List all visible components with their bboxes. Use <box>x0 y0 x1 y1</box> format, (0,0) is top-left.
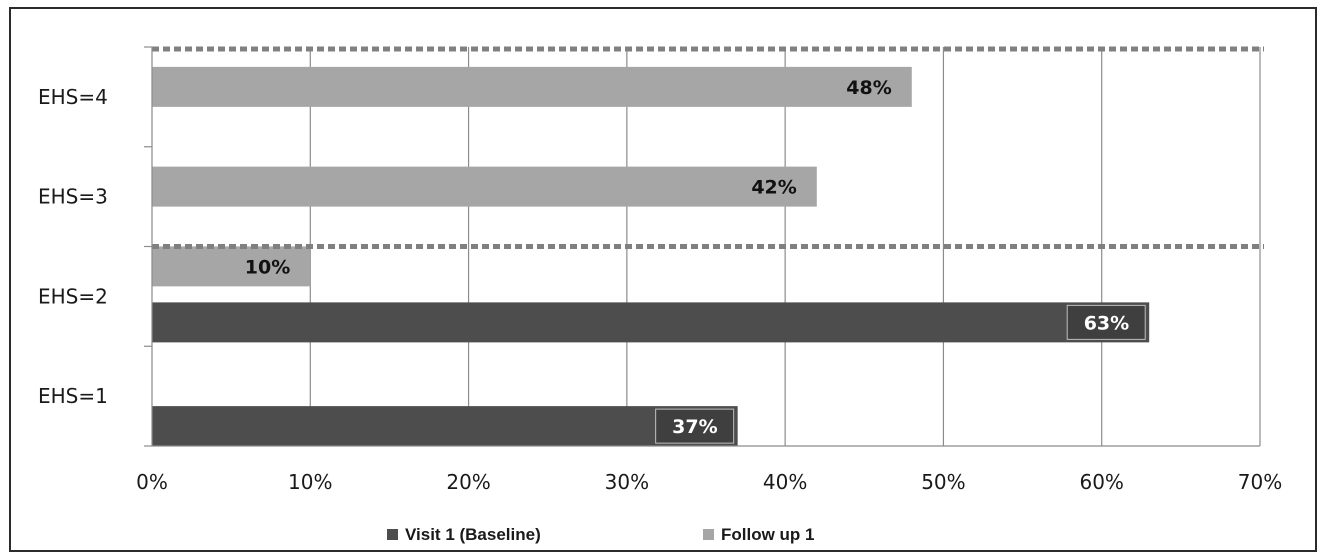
bar <box>152 302 1150 343</box>
x-tick-label: 20% <box>446 470 490 494</box>
category-label: EHS=3 <box>38 185 108 209</box>
data-label: 48% <box>846 77 891 99</box>
bars: 37% 63% 10% 42% 48% <box>152 66 1150 447</box>
data-label: 10% <box>245 256 290 278</box>
legend-swatch <box>703 529 714 540</box>
data-label-box <box>1066 304 1146 340</box>
bar <box>152 406 738 447</box>
legend-swatch <box>387 529 398 540</box>
data-label: 37% <box>672 416 717 438</box>
bar <box>152 166 817 207</box>
x-tick-label: 60% <box>1079 470 1123 494</box>
category-label: EHS=2 <box>38 284 108 308</box>
x-tick-label: 10% <box>288 470 332 494</box>
data-label: 42% <box>751 177 796 199</box>
axes: 0% 10% 20% 30% 40% 50% 60% 70% EHS=1 EHS=2 EHS=3 EH… <box>38 46 1282 494</box>
legend: Visit 1 (Baseline) Follow up 1 <box>387 525 815 544</box>
bar <box>152 66 912 107</box>
x-tick-label: 50% <box>921 470 965 494</box>
x-tick-label: 30% <box>605 470 649 494</box>
legend-label: Visit 1 (Baseline) <box>405 525 541 544</box>
data-label: 63% <box>1084 312 1129 334</box>
data-label-box <box>655 408 735 444</box>
x-tick-label: 40% <box>763 470 807 494</box>
bar-chart: 37% 63% 10% 42% 48% 0% 10% 20% 30% 40% 50% 60% 70% E… <box>38 46 1282 544</box>
legend-label: Follow up 1 <box>721 525 815 544</box>
x-tick-label: 0% <box>136 470 168 494</box>
category-label: EHS=1 <box>38 384 108 408</box>
x-tick-label: 70% <box>1238 470 1282 494</box>
dashed-separators <box>152 46 1264 249</box>
chart-frame: 37% 63% 10% 42% 48% 0% 10% 20% 30% 40% 50% 60% 70% E… <box>9 7 1317 552</box>
category-label: EHS=4 <box>38 85 108 109</box>
bar <box>152 246 311 287</box>
